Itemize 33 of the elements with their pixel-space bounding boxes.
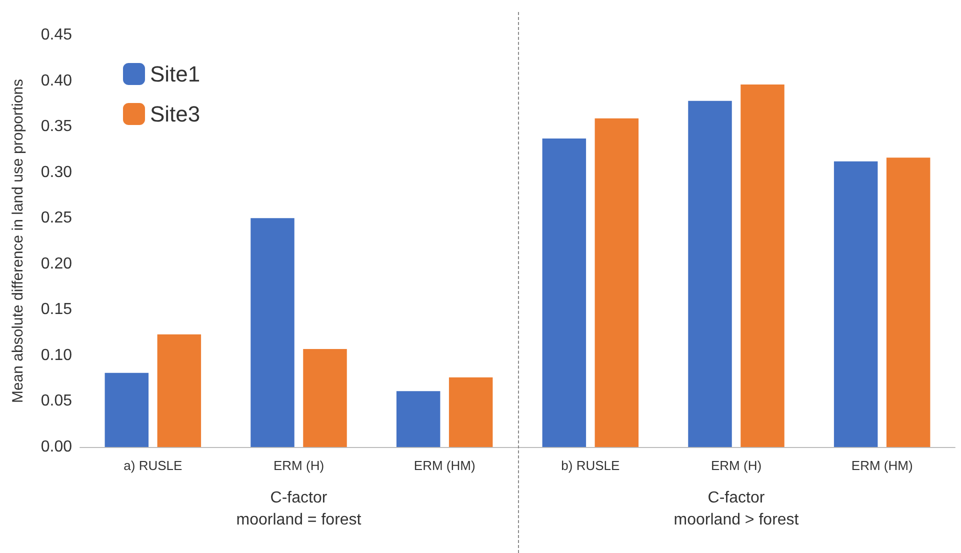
y-axis-title: Mean absolute difference in land use proportions [10, 78, 26, 404]
y-tick-label: 0.40 [40, 72, 72, 90]
bar [886, 158, 930, 447]
bar [594, 118, 639, 447]
bar [740, 84, 784, 447]
bar [157, 334, 202, 447]
x-tick-label: ERM (HM) [851, 458, 913, 473]
bar [303, 349, 347, 447]
bar [104, 372, 149, 447]
y-tick-label: 0.20 [40, 255, 72, 272]
text: C-factor moorland = forest [236, 490, 362, 528]
y-tick-label: 0.35 [40, 118, 72, 136]
x-tick-label: ERM (HM) [414, 458, 476, 473]
text: C-factor moorland > forest [674, 490, 800, 528]
bar [396, 391, 440, 447]
x-tick-label: b) RUSLE [561, 458, 620, 473]
bar [834, 161, 878, 447]
x-tick-label: ERM (H) [710, 458, 762, 473]
bar [448, 377, 493, 447]
y-tick-label: 0.05 [40, 392, 72, 410]
y-tick-label: 0.30 [40, 164, 72, 181]
x-tick-label: ERM (H) [273, 458, 324, 473]
y-tick-label: 0.00 [40, 438, 72, 456]
y-tick-label: 0.25 [40, 210, 72, 227]
bar [250, 218, 294, 447]
y-tick-label: 0.10 [40, 346, 72, 364]
y-tick-label: 0.45 [40, 26, 72, 44]
y-tick-label: 0.15 [40, 301, 72, 318]
x-tick-label: a) RUSLE [124, 458, 182, 473]
bar [688, 100, 732, 447]
legend-label: Site1 [150, 62, 200, 86]
bar [542, 138, 586, 447]
legend-label: Site3 [150, 102, 200, 126]
